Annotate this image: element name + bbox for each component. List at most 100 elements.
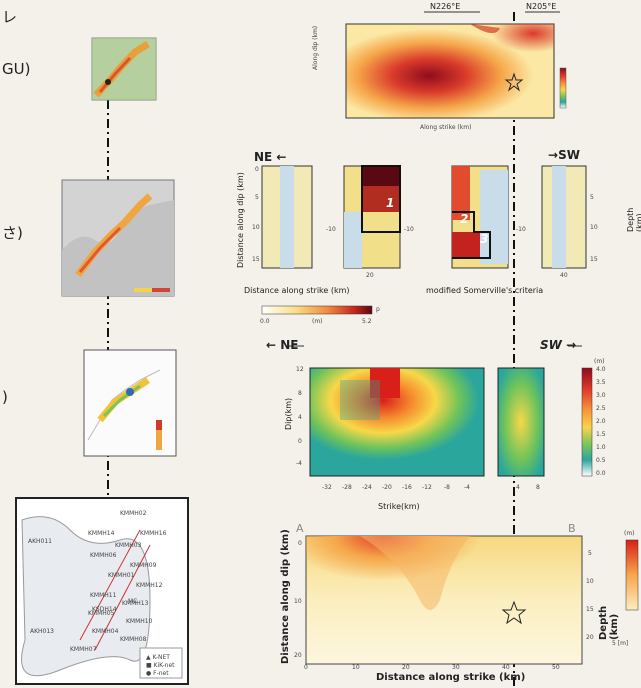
- station-label: KMMH08: [120, 636, 147, 643]
- second-ytick-right: 5: [590, 194, 594, 201]
- station-label: KMMH09: [130, 562, 157, 569]
- map-4: [15, 497, 189, 685]
- map-1: [91, 37, 157, 101]
- cbar3-tick: 0.5: [596, 457, 606, 464]
- station-label: KMMH07: [70, 646, 97, 653]
- slip-map-top: [345, 23, 567, 119]
- second-ytick-right: 10: [590, 224, 598, 231]
- second-ylabel-left: Distance along dip (km): [236, 172, 245, 268]
- third-dir-sw: SW →: [540, 338, 577, 352]
- third-xtick: -12: [422, 484, 432, 491]
- cbar2-max: 5.2: [362, 318, 372, 325]
- station-label: KMMH12: [136, 582, 163, 589]
- second-midtick: -10: [404, 226, 414, 233]
- slip-map-bottom: [305, 535, 639, 665]
- station-label: KMMH16: [140, 530, 167, 537]
- second-ytick: 5: [255, 194, 259, 201]
- third-xtick: -20: [382, 484, 392, 491]
- cbar3-tick: 3.0: [596, 392, 606, 399]
- margin-mark2: さ): [2, 224, 23, 242]
- bottom-ytick-right: 15: [586, 606, 594, 613]
- third-ytick: 4: [298, 414, 302, 421]
- third-ytick: 8: [298, 390, 302, 397]
- station-label: AKH011: [28, 538, 53, 545]
- top-label-left: N226°E: [430, 2, 461, 11]
- third-ytick: 0: [298, 438, 302, 445]
- bottom-ytick-right: 20: [586, 634, 594, 641]
- cbar2-unit: p: [376, 306, 380, 313]
- station-label: KMMH11: [90, 592, 117, 599]
- bottom-ytick: 20: [294, 652, 302, 659]
- second-ytick: 15: [252, 256, 260, 263]
- third-xtick: -8: [444, 484, 450, 491]
- third-xtick-side: 4: [516, 484, 520, 491]
- margin-mark3: ): [2, 388, 8, 406]
- bottom-xtick: 40: [502, 664, 510, 671]
- bottom-ytick: 0: [298, 540, 302, 547]
- bottom-xtick: 10: [352, 664, 360, 671]
- cbar2-min: 0.0: [260, 318, 270, 325]
- bottom-ytick-right: 5: [588, 550, 592, 557]
- station-label: KMMH14: [88, 530, 115, 537]
- station-label: KMMH04: [92, 628, 119, 635]
- bottom-ytick: 10: [294, 598, 302, 605]
- second-midtick: -10: [516, 226, 526, 233]
- second-xlabel: Distance along strike (km): [244, 286, 350, 295]
- second-ylabel-right: Depth (km): [626, 207, 641, 232]
- bottom-ytick-right: 10: [586, 578, 594, 585]
- second-ytick-right: 15: [590, 256, 598, 263]
- bottom-xtick: 50: [552, 664, 560, 671]
- cbar3-tick: 1.5: [596, 431, 606, 438]
- top-ylabel: Along dip (km): [312, 25, 319, 70]
- bottom-xtick: 30: [452, 664, 460, 671]
- station-label: KMMH05: [88, 610, 115, 617]
- top-label-right: N205°E: [526, 2, 557, 11]
- cbar4-bottom: 5 [m]: [612, 640, 629, 647]
- station-label: KMMH06: [90, 552, 117, 559]
- second-xtick: 40: [560, 272, 568, 279]
- margin-gsu: GU): [2, 60, 31, 78]
- cbar4-top: (m): [624, 530, 635, 537]
- cbar3-tick: 2.0: [596, 418, 606, 425]
- station-label: KMMH03: [115, 542, 142, 549]
- second-dir-ne: NE ←: [254, 150, 287, 164]
- zone-label-3: 3: [480, 232, 489, 246]
- map-legend-fnet: ● F-net: [146, 670, 169, 677]
- third-xtick: -4: [464, 484, 470, 491]
- bottom-xtick: 20: [402, 664, 410, 671]
- map-3: [83, 349, 177, 457]
- second-ytick: 10: [252, 224, 260, 231]
- cbar3-tick: 4.0: [596, 366, 606, 373]
- third-xtick: -16: [402, 484, 412, 491]
- second-midtick: -10: [326, 226, 336, 233]
- cbar3-unit: (m): [594, 358, 605, 365]
- map-legend-knet: ▲ K-NET: [146, 654, 170, 661]
- station-label: MC: [128, 598, 138, 605]
- third-xtick: -24: [362, 484, 372, 491]
- third-ytick: 12: [296, 366, 304, 373]
- slip-panels-second: [261, 165, 587, 315]
- station-label: KMMH13: [122, 600, 149, 607]
- second-caption: modified Somerville's criteria: [426, 286, 544, 295]
- station-label: KMMH10: [126, 618, 153, 625]
- second-xtick: 20: [366, 272, 374, 279]
- third-dir-ne: ← NE: [266, 338, 299, 352]
- bottom-xlabel: Distance along strike (km): [376, 672, 526, 683]
- cbar3-tick: 3.5: [596, 379, 606, 386]
- map-2: [61, 179, 175, 297]
- bottom-ylabel-right: Depth (km): [598, 605, 620, 640]
- station-label: KMMH02: [120, 510, 147, 517]
- bottom-corner-a: A: [296, 522, 304, 535]
- cbar3-tick: 0.0: [596, 470, 606, 477]
- third-ylabel: Dip(km): [284, 397, 293, 430]
- bottom-ylabel-left: Distance along dip (km): [280, 529, 291, 664]
- third-ytick: -4: [296, 460, 302, 467]
- station-label: KMMH01: [108, 572, 135, 579]
- map-legend-kiknet: ■ KiK-net: [146, 662, 175, 669]
- third-xtick-side: 8: [536, 484, 540, 491]
- cbar2-mid: (m): [312, 318, 323, 325]
- bottom-xtick: 0: [304, 664, 308, 671]
- zone-label-2: 2: [460, 212, 469, 226]
